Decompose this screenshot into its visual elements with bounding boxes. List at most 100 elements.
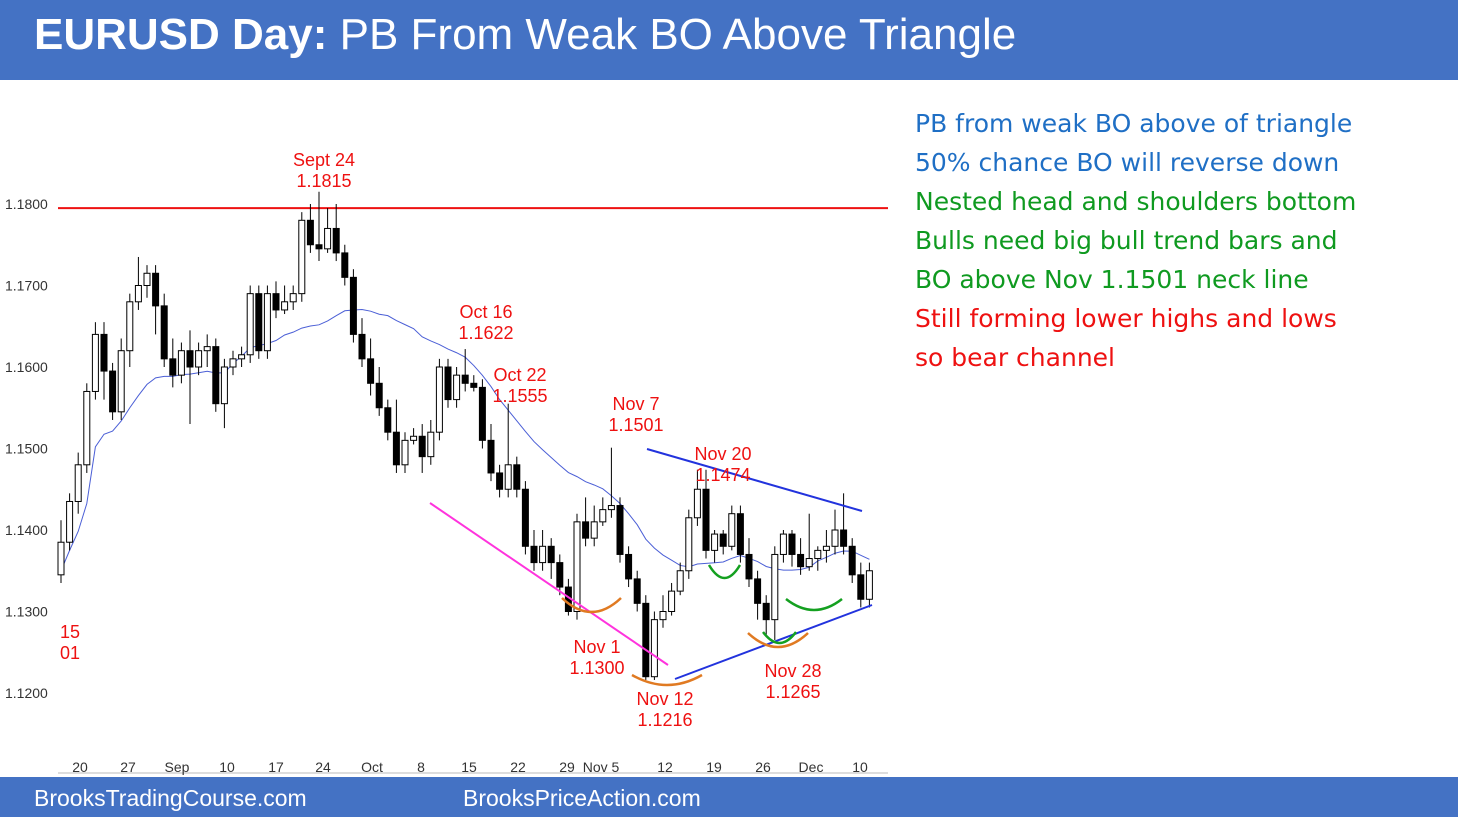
note-line: PB from weak BO above of triangle: [915, 109, 1353, 138]
candle: [659, 595, 667, 628]
candle: [306, 204, 314, 253]
candlestick-series: [57, 191, 873, 680]
candle: [186, 330, 194, 425]
candle: [109, 362, 117, 420]
y-tick-label: 1.1400: [5, 522, 48, 538]
shoulder-arc: [747, 632, 809, 649]
candle: [582, 497, 590, 547]
annotation-label: Nov 7: [612, 394, 659, 414]
candle: [625, 546, 633, 588]
candle: [504, 403, 512, 498]
annotation-label: 1.1474: [695, 465, 750, 485]
candle: [599, 497, 607, 526]
candle: [513, 456, 521, 498]
candle: [212, 338, 220, 412]
candle: [410, 428, 418, 445]
candle: [590, 505, 598, 547]
note-line: Nested head and shoulders bottom: [915, 187, 1357, 216]
candle: [169, 338, 177, 388]
candle: [229, 350, 237, 376]
candle: [255, 285, 263, 359]
candle: [246, 285, 254, 363]
candle: [779, 530, 787, 563]
candle: [487, 424, 495, 482]
annotation-label: Nov 12: [636, 689, 693, 709]
footer-left-link[interactable]: BrooksTradingCourse.com: [34, 785, 307, 811]
x-axis: 20 27 Sep 10 17 24 Oct 8 15 22 29 Nov 5 12 19 26 Dec 10: [58, 759, 888, 775]
x-tick-label: 19: [706, 759, 722, 775]
x-tick-label: 27: [120, 759, 136, 775]
candle: [143, 265, 151, 298]
annotation-label: 1.1501: [608, 415, 663, 435]
commentary-notes: PB from weak BO above of triangle 50% cha…: [915, 104, 1356, 377]
candle: [702, 469, 710, 559]
candle: [401, 432, 409, 473]
candle: [857, 562, 865, 608]
candle: [693, 469, 701, 526]
candle: [220, 358, 228, 429]
shoulder-arc: [785, 598, 843, 612]
annotation-label: 1.1265: [765, 682, 820, 702]
annotation-label: Oct 16: [459, 302, 512, 322]
candle: [332, 204, 340, 262]
shoulder-arc: [762, 631, 797, 645]
candle: [650, 611, 658, 680]
x-tick-label: 10: [219, 759, 235, 775]
shoulder-arc: [631, 673, 703, 687]
candle: [633, 570, 641, 612]
candle: [822, 530, 830, 563]
candle: [203, 334, 211, 367]
candle: [315, 191, 323, 262]
candle: [341, 244, 349, 286]
annotation-label: Oct 22: [493, 365, 546, 385]
candle: [134, 256, 142, 310]
x-tick-label: Oct: [361, 759, 383, 775]
y-tick-label: 1.1200: [5, 685, 48, 701]
candle: [195, 342, 203, 376]
candle: [367, 338, 375, 396]
candle: [470, 375, 478, 392]
candle: [358, 318, 366, 367]
x-tick-label: 8: [417, 759, 425, 775]
candle: [100, 322, 108, 400]
candle: [728, 505, 736, 551]
candle: [74, 452, 82, 514]
candle: [392, 399, 400, 473]
candle: [685, 509, 693, 579]
x-tick-label: 15: [461, 759, 477, 775]
candle: [642, 595, 650, 680]
candle: [848, 538, 856, 583]
x-tick-label: 22: [510, 759, 526, 775]
candle: [797, 538, 805, 575]
note-line: BO above Nov 1.1501 neck line: [915, 265, 1309, 294]
footer-right-link[interactable]: BrooksPriceAction.com: [463, 785, 701, 811]
footer-bar: BrooksTradingCourse.com BrooksPriceActio…: [0, 777, 1458, 817]
candle: [831, 509, 839, 555]
candle: [530, 530, 538, 571]
candle: [160, 293, 168, 367]
annotation-label: 1.1555: [492, 386, 547, 406]
head-shoulders-arcs: [561, 564, 843, 687]
candle: [281, 285, 289, 315]
x-tick-label: 20: [72, 759, 88, 775]
candle: [324, 208, 332, 253]
candle: [668, 582, 676, 616]
shoulder-arc: [561, 597, 622, 614]
candle: [865, 562, 873, 608]
candle: [539, 530, 547, 571]
candle: [384, 399, 392, 441]
y-tick-label: 1.1600: [5, 359, 48, 375]
candle: [453, 367, 461, 408]
candle: [814, 546, 822, 571]
y-tick-label: 1.1700: [5, 278, 48, 294]
candle: [521, 481, 529, 555]
candle: [754, 570, 762, 620]
x-tick-label: 24: [315, 759, 331, 775]
candle: [719, 530, 727, 555]
candle: [461, 349, 469, 392]
candle: [298, 212, 306, 302]
candle: [263, 285, 271, 359]
triangle-upper-line: [646, 448, 863, 512]
bear-channel-line: [429, 502, 669, 666]
annotation-label: 1.1815: [296, 171, 351, 191]
